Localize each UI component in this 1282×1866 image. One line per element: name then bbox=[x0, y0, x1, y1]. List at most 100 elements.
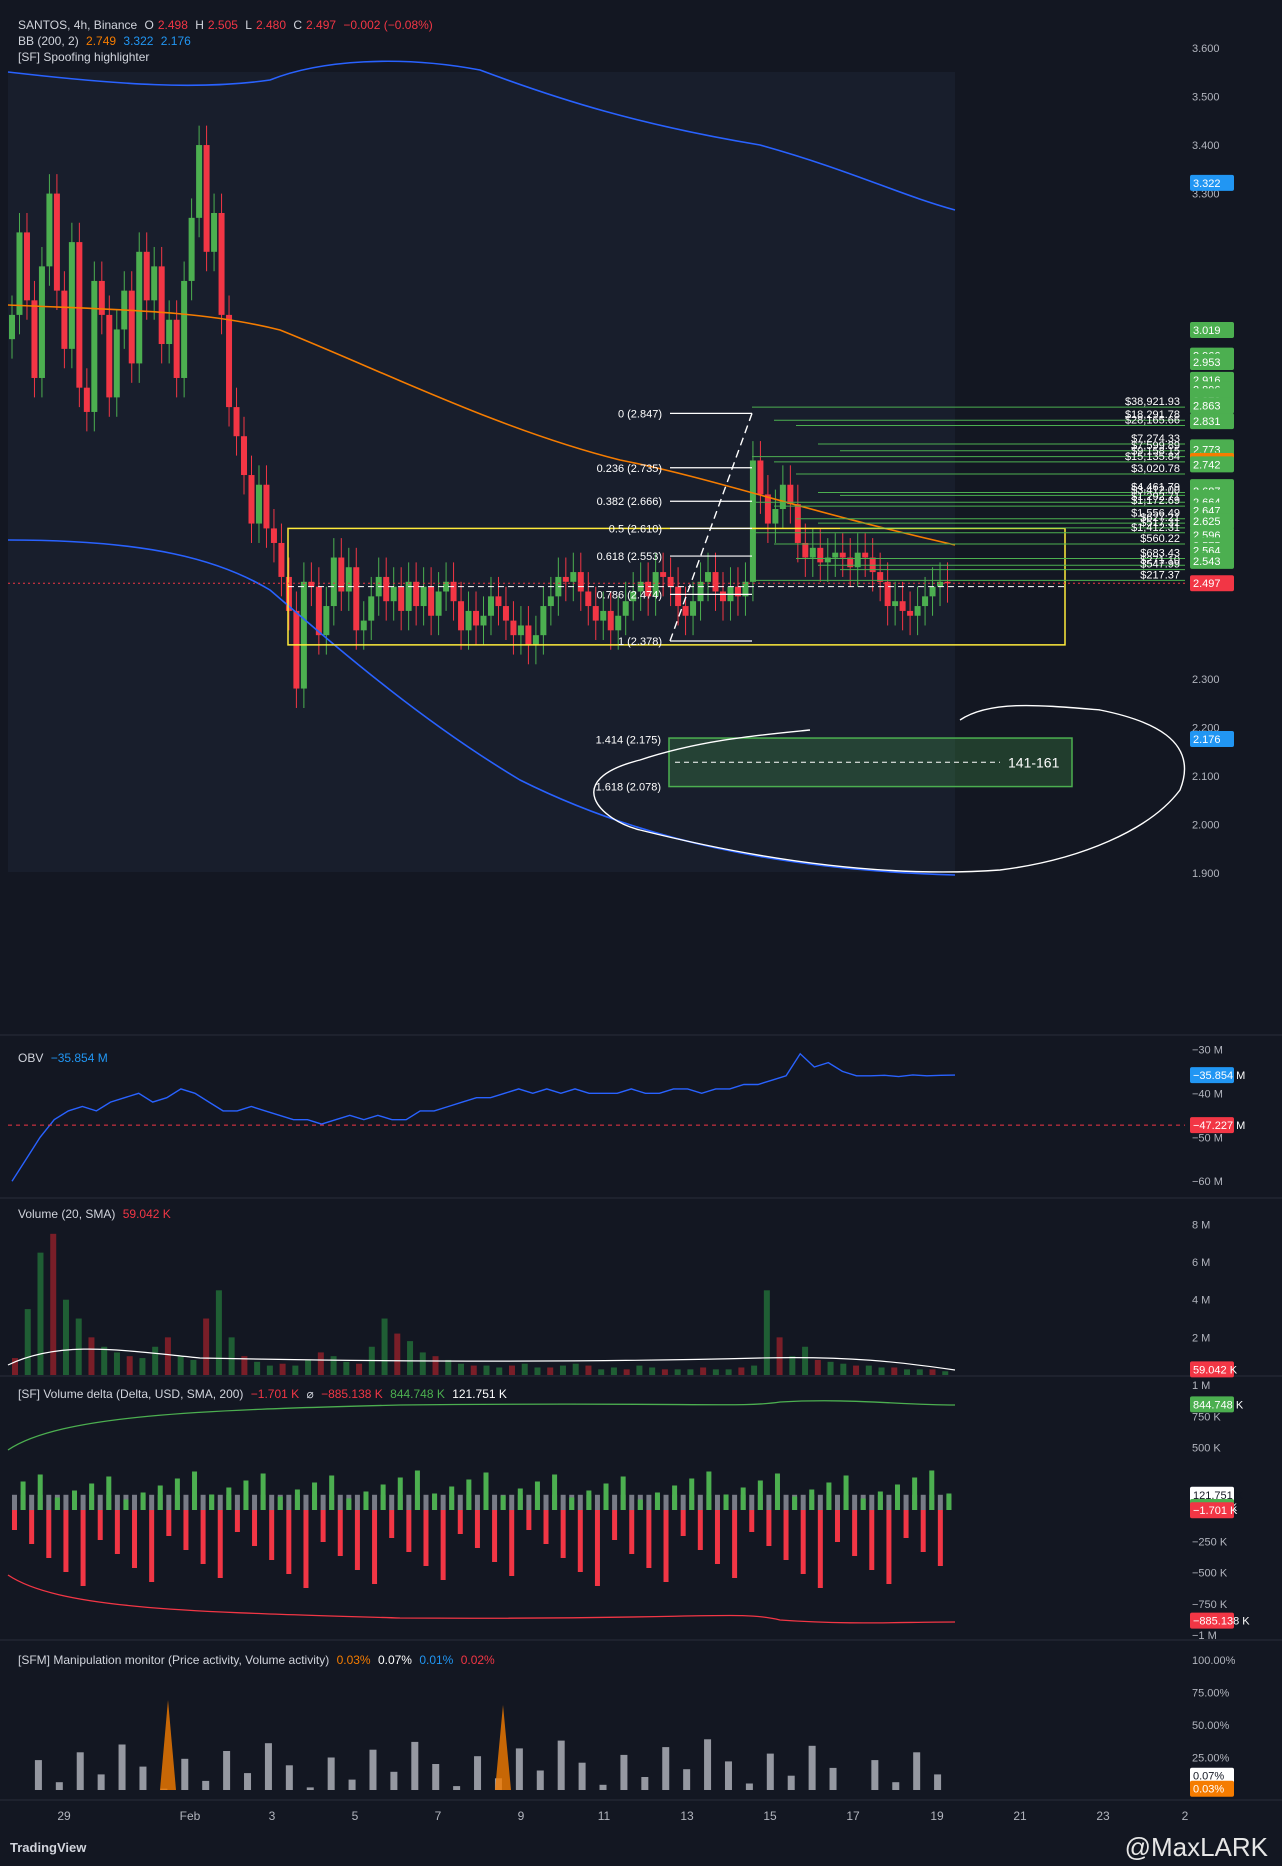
manip-bar bbox=[306, 1787, 314, 1790]
price-tag-1-bg bbox=[1190, 321, 1234, 338]
vdelta-avg-bar bbox=[337, 1494, 343, 1510]
volume-bar bbox=[700, 1367, 707, 1375]
vdelta-avg-bar bbox=[714, 1494, 720, 1510]
vdelta-pos-bar bbox=[466, 1479, 472, 1510]
volume-bar bbox=[840, 1363, 847, 1375]
manip-bar bbox=[871, 1760, 879, 1790]
candle-body bbox=[839, 552, 846, 558]
volume-bar bbox=[62, 1299, 69, 1375]
vdelta-avg-bar bbox=[474, 1494, 480, 1510]
manip-v4: 0.02% bbox=[460, 1653, 495, 1667]
candle-body bbox=[233, 407, 240, 437]
price-tag-8: 2.863 bbox=[1190, 397, 1234, 414]
volume-axis-tick-0: 8 M bbox=[1192, 1219, 1210, 1231]
manip-bar bbox=[724, 1761, 732, 1790]
vdelta-avg-bar bbox=[46, 1494, 52, 1510]
spoof-label-0: $38,921.93 bbox=[1125, 396, 1180, 408]
vdelta-neg-bar bbox=[749, 1510, 755, 1532]
manip-bar bbox=[599, 1784, 607, 1790]
volume-bar bbox=[190, 1359, 197, 1375]
candle-body bbox=[734, 586, 741, 597]
bb-label: BB (200, 2) bbox=[18, 34, 79, 48]
x-axis-tick-5: 9 bbox=[518, 1809, 525, 1823]
vdelta-v4: 121.751 K bbox=[452, 1387, 507, 1401]
vdelta-neg-bar bbox=[560, 1510, 566, 1558]
vdelta-avg-bar bbox=[406, 1494, 412, 1510]
candle-body bbox=[300, 581, 307, 689]
manip-v2: 0.07% bbox=[377, 1653, 412, 1667]
candle-body bbox=[241, 436, 248, 476]
vdelta-avg-bar bbox=[252, 1494, 258, 1510]
volume-tag-bg bbox=[1190, 1361, 1234, 1378]
candle-body bbox=[203, 145, 210, 252]
vdelta-neg-bar bbox=[320, 1510, 326, 1542]
candle-body bbox=[465, 610, 472, 631]
candle-body bbox=[764, 494, 771, 524]
vdelta-axis-tick-0: 1 M bbox=[1192, 1380, 1210, 1392]
open-label: O bbox=[144, 18, 154, 32]
volume-bar bbox=[215, 1290, 222, 1375]
volume-bar bbox=[904, 1369, 911, 1375]
candle-body bbox=[23, 232, 30, 301]
candle-body bbox=[525, 625, 532, 645]
manip-bar bbox=[683, 1769, 691, 1790]
volume-bar bbox=[508, 1365, 515, 1375]
volume-value: 59.042 K bbox=[122, 1207, 171, 1221]
spoof-label-12: $1,556.49 bbox=[1131, 508, 1180, 520]
price-tag-25-text: 2.497 bbox=[1193, 578, 1221, 590]
candle-body bbox=[428, 586, 435, 616]
vdelta-avg-bar bbox=[132, 1494, 138, 1510]
price-tag-0-bg bbox=[1190, 174, 1234, 191]
candle-body bbox=[570, 572, 577, 582]
candle-body bbox=[413, 581, 420, 607]
candle-body bbox=[944, 581, 951, 584]
volume-bar bbox=[470, 1365, 477, 1375]
vdelta-pos-bar bbox=[723, 1494, 729, 1510]
candle-body bbox=[158, 266, 165, 345]
vdelta-neg-bar bbox=[852, 1510, 858, 1556]
bb-upper-line bbox=[7, 60, 956, 211]
volume-bar bbox=[916, 1369, 923, 1375]
fib-label-3: 0.5 (2.610) bbox=[609, 523, 662, 535]
candle-body bbox=[166, 319, 173, 345]
volume-bar bbox=[878, 1367, 885, 1375]
volume-axis-tick-3: 2 M bbox=[1192, 1332, 1210, 1344]
x-axis-tick-2: 3 bbox=[269, 1809, 276, 1823]
obv-line bbox=[11, 1052, 956, 1182]
spoof-label-4: $7,599.89 bbox=[1131, 440, 1180, 452]
manip-bar bbox=[411, 1741, 419, 1790]
vdelta-neg-bar bbox=[732, 1510, 738, 1578]
candle-body bbox=[128, 290, 135, 364]
vdelta-neg-bar bbox=[63, 1510, 69, 1572]
volume-bar bbox=[751, 1365, 758, 1375]
vdelta-neg-bar bbox=[217, 1510, 223, 1578]
volume-bar bbox=[598, 1369, 605, 1375]
vdelta-neg-bar bbox=[303, 1510, 309, 1588]
candle-body bbox=[517, 625, 524, 636]
vdelta-pos-bar bbox=[140, 1492, 146, 1510]
vdelta-avg-bar bbox=[509, 1494, 515, 1510]
candle-body bbox=[270, 528, 277, 543]
vdelta-avg-bar bbox=[29, 1494, 35, 1510]
x-axis-tick-10: 19 bbox=[930, 1809, 944, 1823]
volume-bar bbox=[687, 1369, 694, 1375]
tradingview-logo[interactable]: TradingView bbox=[10, 1840, 86, 1855]
vdelta-avg-bar bbox=[492, 1494, 498, 1510]
vdelta-pos-bar bbox=[209, 1494, 215, 1510]
vdelta-pos-bar bbox=[637, 1499, 643, 1510]
vdelta-axis-tick-3: −250 K bbox=[1192, 1536, 1228, 1548]
manip-bar bbox=[390, 1771, 398, 1790]
vdelta-avg-bar bbox=[149, 1494, 155, 1510]
vdelta-neg-bar bbox=[166, 1510, 172, 1536]
candle-body bbox=[293, 610, 300, 689]
volume-bar bbox=[458, 1363, 465, 1375]
candle-body bbox=[353, 567, 360, 631]
candle-body bbox=[652, 572, 659, 597]
bb-lower-value: 2.176 bbox=[160, 34, 191, 48]
spoof-label-9: $3,412.00 bbox=[1131, 484, 1180, 496]
vdelta-avg-bar bbox=[457, 1494, 463, 1510]
vdelta-pos-bar bbox=[483, 1472, 489, 1510]
obv-axis-tick-0: −30 M bbox=[1192, 1044, 1223, 1056]
price-tag-9: 2.831 bbox=[1190, 413, 1234, 430]
